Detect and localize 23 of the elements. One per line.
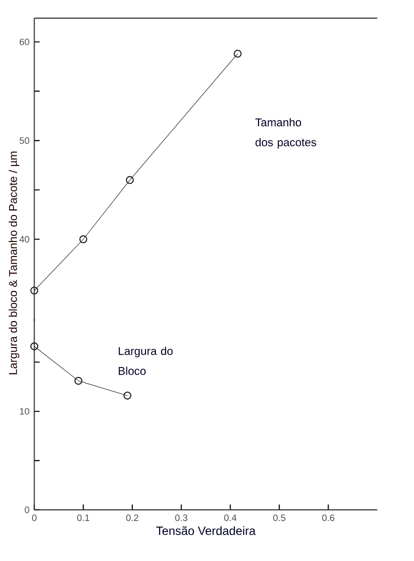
point: [126, 176, 134, 184]
point: [30, 342, 38, 350]
y-axis-title: Largura do bloco & Tamanho do Pacote / µm: [8, 152, 20, 374]
point: [234, 50, 242, 58]
x-axis-title: Tensão Verdadeira: [156, 526, 256, 536]
x-tick-label: 0.2: [126, 514, 138, 522]
x-tick-label: 0.3: [175, 514, 188, 522]
point: [30, 286, 38, 295]
y-tick-label: 60: [20, 38, 30, 46]
series-label: Largura do Bloco: [118, 346, 173, 375]
point: [123, 392, 132, 400]
x-tick-label: 0: [32, 514, 37, 522]
text: Tamanho dos pacotes: [255, 118, 316, 149]
x-tick-label: 0.1: [77, 514, 90, 522]
y-tick-label: 0: [24, 506, 30, 514]
point: [79, 235, 88, 244]
y-tick-label: 40: [19, 236, 30, 243]
x-tick-label: 0.6: [322, 514, 334, 522]
point: [74, 376, 82, 385]
x-tick-label: 0.5: [273, 514, 286, 522]
y-tick-label: 50: [20, 137, 30, 144]
x-tick-label: 0.4: [224, 514, 236, 522]
y-tick-label: 10: [20, 408, 30, 415]
